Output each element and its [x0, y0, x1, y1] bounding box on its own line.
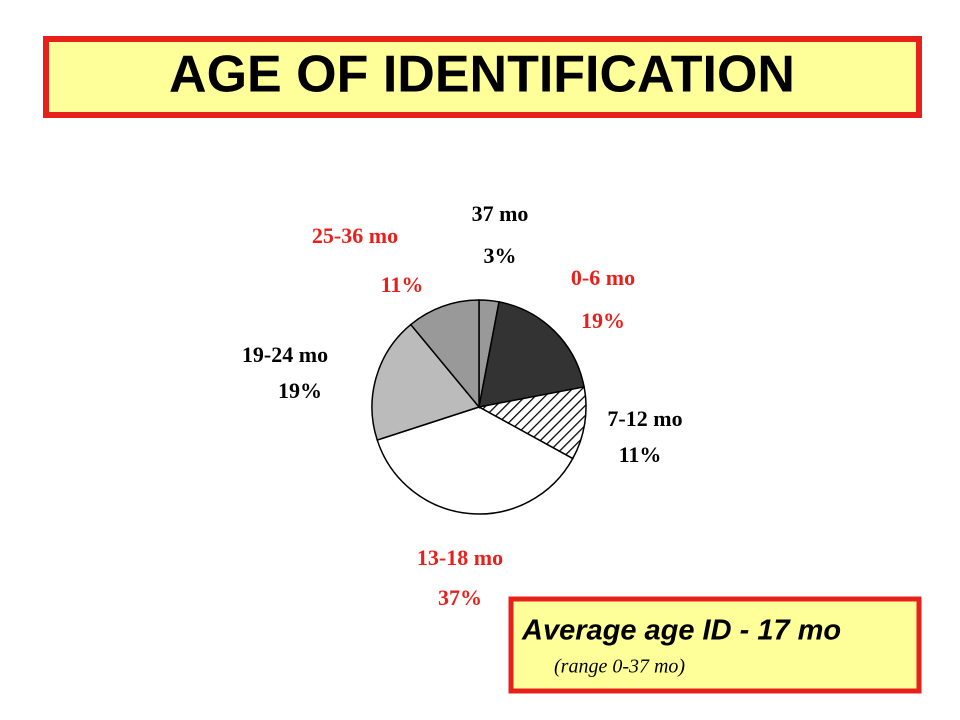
- slice-label: 7-12 mo: [607, 406, 682, 431]
- value-label: 3%: [484, 243, 517, 268]
- title-box: [43, 36, 922, 118]
- pie-slice: [371, 323, 481, 442]
- note-box: [508, 596, 922, 694]
- chart-title: AGE OF IDENTIFICATION: [169, 46, 795, 104]
- slice-label: 37 mo: [472, 201, 529, 226]
- pie-slice: [409, 299, 480, 410]
- value-label: 11%: [619, 442, 662, 467]
- slice-label: 19-24 mo: [242, 342, 328, 367]
- slice-label: 25-36 mo: [312, 223, 398, 248]
- note-detail: (range 0-37 mo): [554, 656, 685, 678]
- note-headline: Average age ID - 17 mo: [521, 615, 841, 647]
- value-label: 37%: [438, 585, 482, 610]
- value-label: 19%: [581, 308, 625, 333]
- slice-label: 13-18 mo: [417, 545, 503, 570]
- pie-slice: [476, 386, 587, 460]
- slice-label: 0-6 mo: [571, 265, 635, 290]
- pie-slice: [376, 406, 574, 515]
- pie-slice: [478, 301, 585, 408]
- value-label: 19%: [278, 378, 322, 403]
- value-label: 11%: [381, 272, 424, 297]
